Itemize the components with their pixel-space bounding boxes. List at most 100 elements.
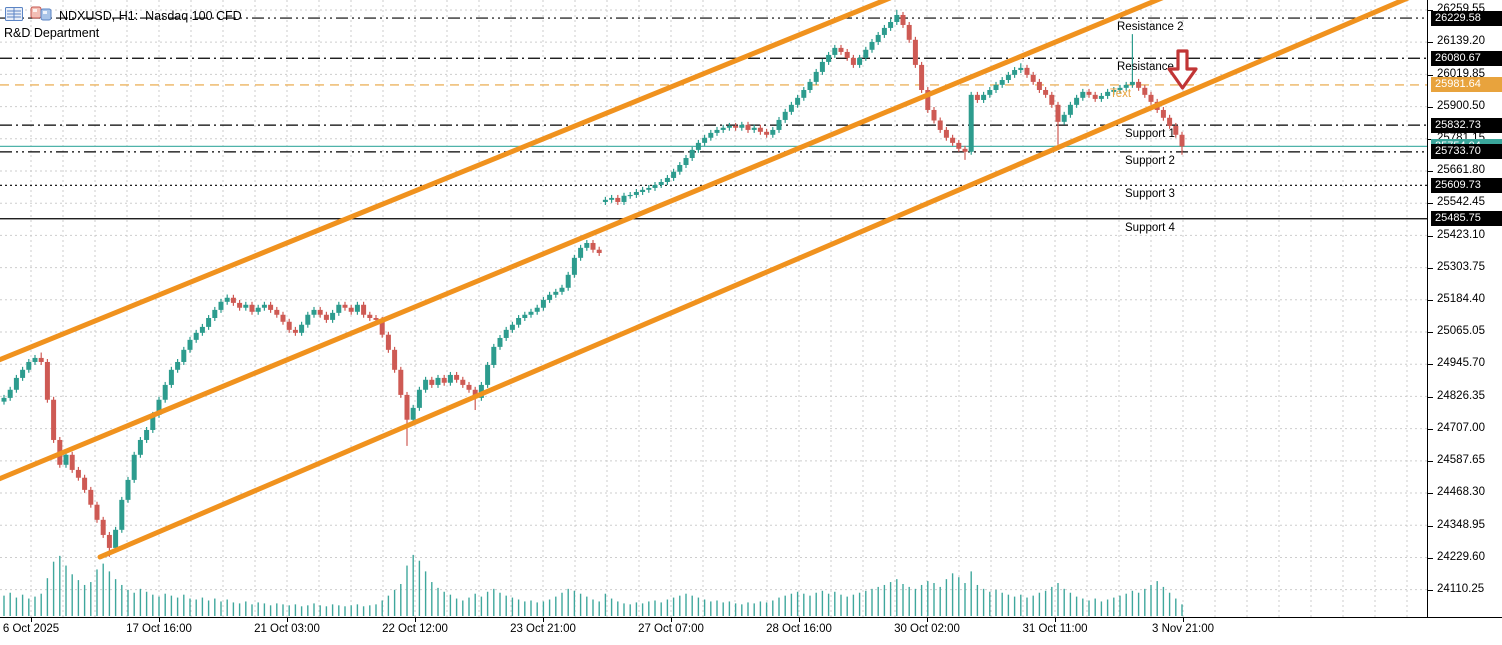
candle-body xyxy=(888,21,894,28)
candle-body xyxy=(894,14,900,22)
price-tick-mark xyxy=(1427,428,1433,430)
candle-body xyxy=(850,57,856,65)
sell-arrow-icon[interactable] xyxy=(1167,49,1199,91)
candle-body xyxy=(125,479,131,500)
price-tick-mark xyxy=(1427,139,1433,141)
candle-body xyxy=(491,346,497,365)
candle-body xyxy=(373,317,379,320)
candle-body xyxy=(106,534,112,548)
candle-body xyxy=(776,119,782,130)
price-chart-canvas[interactable] xyxy=(0,0,1427,617)
candle-body xyxy=(962,148,968,152)
candle-body xyxy=(199,326,205,333)
price-tick-label: 24587.65 xyxy=(1437,454,1485,467)
candle-body xyxy=(1179,134,1185,147)
time-tick-mark xyxy=(1183,617,1184,622)
candle-body xyxy=(82,477,88,490)
candle-body xyxy=(956,142,962,149)
price-tick-mark xyxy=(1427,106,1433,108)
candle-body xyxy=(751,127,757,130)
candle-body xyxy=(367,314,373,318)
candle-body xyxy=(1148,94,1154,102)
price-tick-mark xyxy=(1427,203,1433,205)
time-tick-mark xyxy=(31,617,32,622)
candle-body xyxy=(584,242,590,248)
candle-body xyxy=(212,309,218,318)
candle-body xyxy=(75,469,81,478)
candle-body xyxy=(590,242,596,250)
candle-body xyxy=(906,24,912,40)
price-tick-label: 25065.05 xyxy=(1437,325,1485,338)
candle-body xyxy=(664,177,670,183)
candle-body xyxy=(311,309,317,315)
candle-body xyxy=(286,321,292,330)
candle-body xyxy=(1043,89,1049,95)
candle-body xyxy=(230,297,236,303)
candle-body xyxy=(826,54,832,62)
candle-body xyxy=(342,304,348,308)
candle-body xyxy=(578,247,584,258)
candle-body xyxy=(181,349,187,362)
candle-body xyxy=(1024,67,1030,75)
time-axis-border xyxy=(0,617,1502,618)
candle-body xyxy=(1086,91,1092,95)
candle-body xyxy=(1005,74,1011,81)
candle-body xyxy=(261,304,267,308)
candle-body xyxy=(1173,125,1179,135)
level-label-support-4: Support 4 xyxy=(1125,221,1175,234)
candle-body xyxy=(770,129,776,135)
candle-body xyxy=(857,57,863,65)
candle-body xyxy=(305,314,311,325)
price-badge: 25609.73 xyxy=(1431,177,1502,193)
candle-body xyxy=(410,407,416,420)
trend-channel-line[interactable] xyxy=(0,0,1164,482)
candle-body xyxy=(602,199,608,202)
level-label-resistance-1: Resistance 1 xyxy=(1117,61,1184,74)
candle-body xyxy=(832,47,838,55)
level-label-support-2: Support 2 xyxy=(1125,154,1175,167)
candle-body xyxy=(863,49,869,58)
candle-body xyxy=(807,81,813,90)
price-tick-label: 25542.45 xyxy=(1437,196,1485,209)
candle-body xyxy=(838,47,844,52)
time-tick-label: 6 Oct 2025 xyxy=(2,623,60,635)
candle-body xyxy=(175,361,181,370)
candle-body xyxy=(100,519,106,535)
price-tick-label: 24348.95 xyxy=(1437,518,1485,531)
candle-body xyxy=(1142,87,1148,95)
candle-body xyxy=(925,89,931,110)
candle-body xyxy=(44,361,50,400)
candle-body xyxy=(516,317,522,325)
candle-body xyxy=(1167,117,1173,126)
candle-body xyxy=(1123,84,1129,88)
candle-body xyxy=(224,297,230,302)
price-tick-mark xyxy=(1427,525,1433,527)
candle-body xyxy=(218,301,224,310)
price-tick-mark xyxy=(1427,171,1433,173)
candle-body xyxy=(900,14,906,25)
trend-channel-line[interactable] xyxy=(97,0,1410,560)
candle-body xyxy=(689,149,695,158)
candle-body xyxy=(119,499,125,530)
candle-body xyxy=(206,317,212,327)
candle-body xyxy=(268,304,274,310)
level-label-resistance-2: Resistance 2 xyxy=(1117,21,1184,34)
price-tick-label: 24468.30 xyxy=(1437,486,1485,499)
candle-body xyxy=(385,334,391,350)
price-badge: 25485.75 xyxy=(1431,211,1502,227)
candle-body xyxy=(1105,91,1111,96)
trend-channel-line[interactable] xyxy=(0,0,892,363)
candle-body xyxy=(249,304,255,312)
candle-body xyxy=(553,291,559,295)
candle-body xyxy=(435,377,441,385)
candle-body xyxy=(547,294,553,300)
price-tick-mark xyxy=(1427,332,1433,334)
candle-body xyxy=(646,187,652,190)
candle-body xyxy=(943,129,949,138)
candle-body xyxy=(819,61,825,72)
candle-body xyxy=(987,89,993,95)
candle-body xyxy=(745,124,751,130)
candle-body xyxy=(1030,74,1036,82)
price-tick-mark xyxy=(1427,300,1433,302)
candle-body xyxy=(330,312,336,320)
